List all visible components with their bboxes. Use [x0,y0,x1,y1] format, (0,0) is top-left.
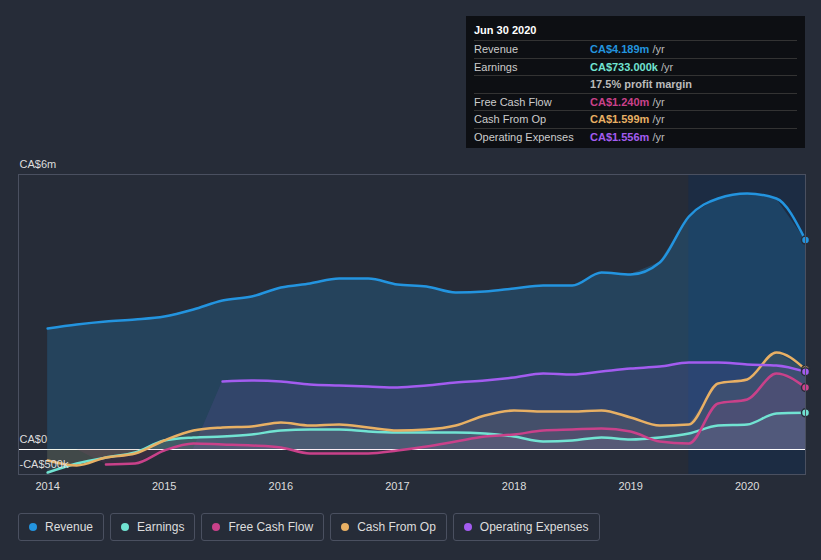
html-text:CA$1.599m /yr: CA$1.599m /yr [590,113,665,126]
html-text:CA$1.240m /yr: CA$1.240m /yr [590,95,665,108]
html-text:Operating Expenses: Operating Expenses [474,130,574,143]
html-text:Revenue: Revenue [45,520,93,534]
html-text:Earnings: Earnings [474,60,518,73]
svg-text:2015: 2015 [152,480,176,492]
html-text:Jun 30 2020: Jun 30 2020 [474,24,537,36]
svg-text:2016: 2016 [269,480,293,492]
html-text:Cash From Op: Cash From Op [474,113,547,126]
html-text:CA$733.000k /yr: CA$733.000k /yr [590,60,674,73]
svg-text:2019: 2019 [618,480,642,492]
svg-text:CA$0: CA$0 [20,433,48,445]
html-text:Free Cash Flow: Free Cash Flow [474,95,552,108]
svg-text:2017: 2017 [385,480,409,492]
html-text:Operating Expenses: Operating Expenses [479,520,589,534]
html-text:Free Cash Flow: Free Cash Flow [228,520,314,534]
svg-text:2020: 2020 [735,480,759,492]
html-text:CA$4.189m /yr: CA$4.189m /yr [590,43,665,56]
html-text:Earnings: Earnings [137,520,185,534]
svg-text:2018: 2018 [502,480,526,492]
html-text:Revenue: Revenue [474,43,518,56]
svg-text:-CA$500k: -CA$500k [20,458,69,470]
html-text:CA$1.556m /yr: CA$1.556m /yr [590,130,665,143]
html-text:17.5% profit margin: 17.5% profit margin [590,78,693,91]
svg-text:2014: 2014 [35,480,59,492]
svg-text:CA$6m: CA$6m [20,158,57,170]
html-text:Cash From Op: Cash From Op [357,520,436,534]
